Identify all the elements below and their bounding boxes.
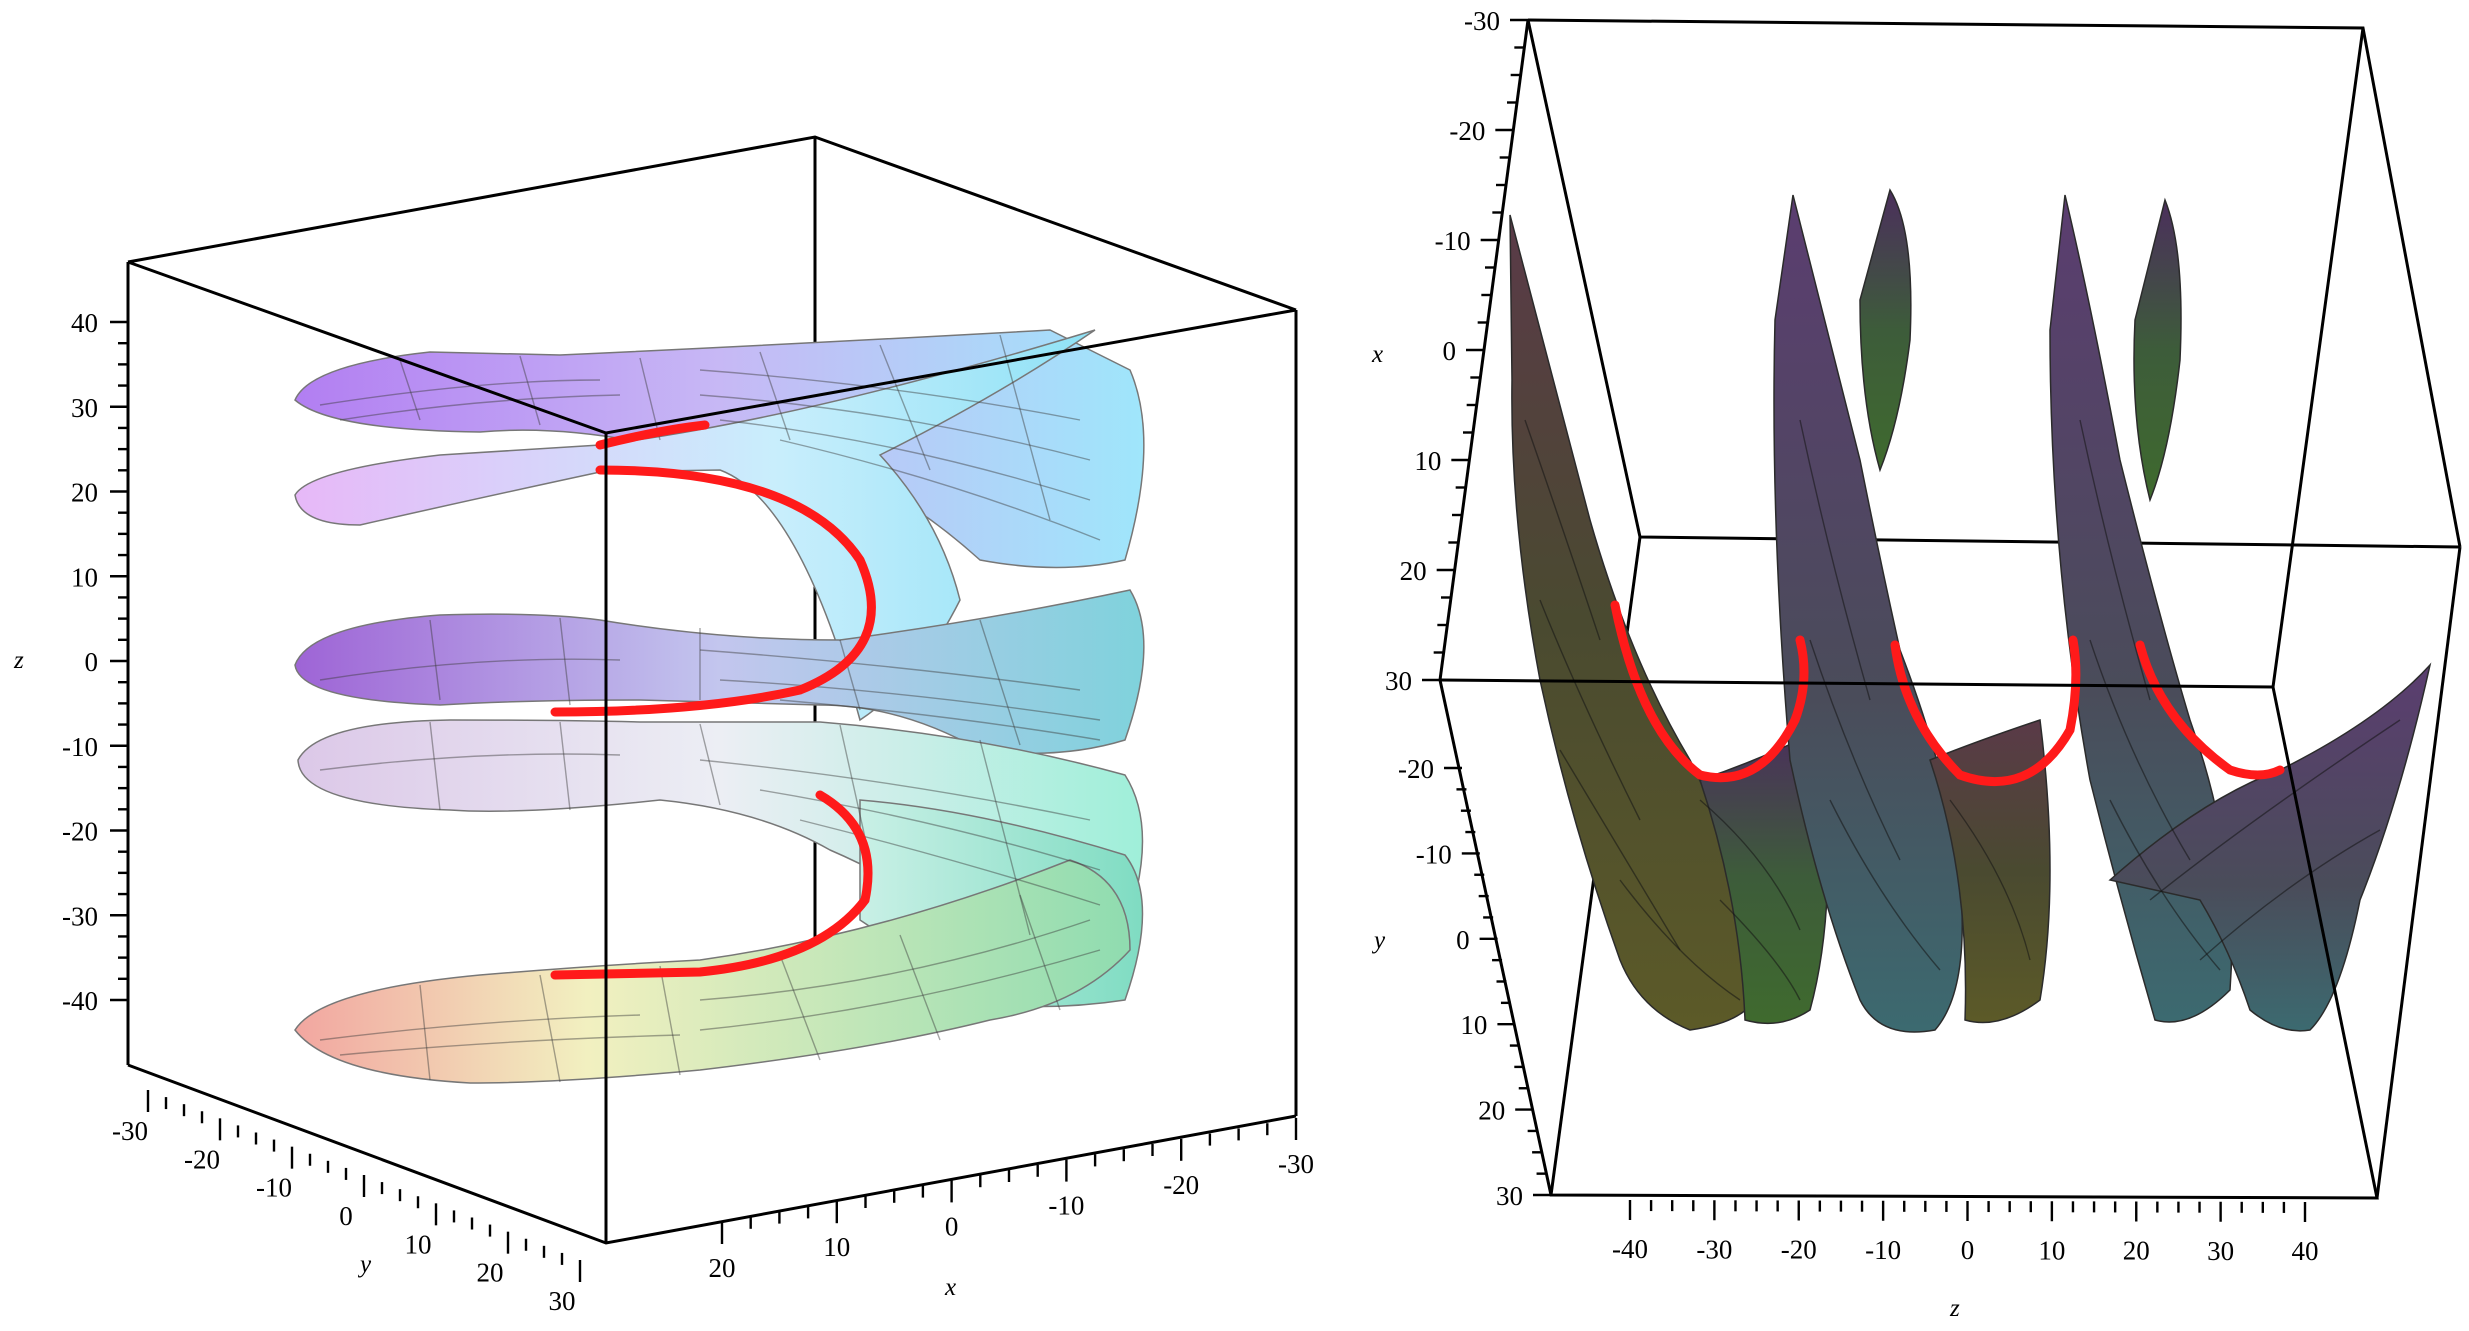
right-x-axis-tick-label: -30 — [1464, 6, 1500, 36]
surface-mesh — [319, 334, 1101, 1083]
left-z-axis-tick-label: 20 — [71, 478, 98, 508]
right-y-axis-tick-label: 20 — [1478, 1096, 1505, 1126]
left-x-axis: 20 10 0 -10 -20 -30 x — [709, 1118, 1314, 1301]
left-x-axis-tick-label: 0 — [945, 1211, 959, 1241]
left-y-axis: -30 -20 -10 0 10 20 30 y — [112, 1090, 582, 1316]
right-z-axis-tick-label: -40 — [1612, 1234, 1648, 1264]
right-z-axis-tick-label: 30 — [2207, 1236, 2234, 1266]
helix-band-middle-upper — [294, 589, 1145, 755]
left-z-axis: 40 30 20 10 0 -10 -20 -30 -40 z — [13, 308, 128, 1016]
left-z-axis-tick-label: -20 — [62, 817, 98, 847]
right-x-axis-tick-label: 30 — [1385, 666, 1412, 696]
right-z-axis-tick-label: -30 — [1696, 1234, 1732, 1264]
right-surface-mesh — [1524, 419, 2401, 1001]
left-front-frame — [126, 260, 1298, 1245]
left-y-axis-tick-label: 0 — [339, 1201, 353, 1231]
right-x-axis-tick-label: -20 — [1449, 116, 1485, 146]
surface-lobe-3 — [1773, 194, 1963, 1033]
left-y-axis-tick-label: -20 — [184, 1144, 220, 1174]
right-x-axis: -30 -20 -10 0 10 20 30 x — [1371, 6, 1528, 696]
right-z-axis-tick-label: 0 — [1961, 1235, 1975, 1265]
right-x-axis-tick-label: 20 — [1400, 556, 1427, 586]
surface-lobe-1 — [1509, 214, 1761, 1031]
left-x-axis-tick-label: 10 — [823, 1232, 850, 1262]
right-y-axis-label: y — [1371, 927, 1386, 954]
left-z-axis-tick-label: 0 — [85, 647, 99, 677]
left-x-axis-tick-label: -10 — [1048, 1191, 1084, 1221]
right-z-axis-tick-label: 40 — [2292, 1236, 2319, 1266]
right-y-axis-tick-label: -20 — [1398, 754, 1434, 784]
right-z-axis-tick-label: 20 — [2123, 1236, 2150, 1266]
right-x-axis-label: x — [1371, 341, 1383, 368]
right-y-axis-tick-label: 10 — [1460, 1010, 1487, 1040]
left-x-axis-tick-label: 20 — [709, 1253, 736, 1283]
right-z-axis-tick-label: -10 — [1865, 1235, 1901, 1265]
right-x-axis-tick-label: -10 — [1435, 226, 1471, 256]
left-x-axis-tick-label: -30 — [1278, 1149, 1314, 1179]
left-z-axis-tick-label: -30 — [62, 901, 98, 931]
right-x-axis-tick-label: 0 — [1443, 336, 1457, 366]
right-surface — [1509, 188, 2432, 1033]
left-x-axis-tick-label: -20 — [1163, 1170, 1199, 1200]
right-y-axis-tick-label: 0 — [1456, 925, 1470, 955]
surface-lobe-5 — [1929, 718, 2051, 1024]
right-red-curve — [1610, 600, 2285, 787]
left-z-axis-tick-label: -10 — [62, 732, 98, 762]
left-y-axis-tick-label: -30 — [112, 1116, 148, 1146]
right-y-axis-tick-label: 30 — [1496, 1181, 1523, 1211]
left-red-curve — [550, 420, 876, 980]
surface-lobe-4 — [1859, 188, 1912, 473]
left-z-axis-tick-label: -40 — [62, 986, 98, 1016]
right-x-axis-tick-label: 10 — [1414, 446, 1441, 476]
left-3d-plot: 40 30 20 10 0 -10 -20 -30 -40 z -30 -20 -10 0 10 20 30… — [13, 135, 1314, 1316]
left-y-axis-tick-label: -10 — [256, 1173, 292, 1203]
left-y-axis-tick-label: 20 — [477, 1258, 504, 1288]
left-z-axis-tick-label: 10 — [71, 562, 98, 592]
surface-lobe-7 — [2133, 197, 2182, 503]
right-z-axis-label: z — [1949, 1295, 1960, 1322]
right-z-axis-tick-label: 10 — [2038, 1235, 2065, 1265]
right-y-axis-tick-label: -10 — [1416, 839, 1452, 869]
right-y-axis: -20 -10 0 10 20 30 y — [1371, 754, 1551, 1211]
right-z-axis-tick-label: -20 — [1781, 1235, 1817, 1265]
helix-band-top-lower — [294, 329, 1096, 722]
left-z-axis-tick-label: 40 — [71, 308, 98, 338]
left-x-axis-label: x — [944, 1274, 956, 1301]
left-z-axis-label: z — [13, 647, 24, 674]
left-y-axis-tick-label: 10 — [405, 1229, 432, 1259]
left-y-axis-tick-label: 30 — [549, 1286, 576, 1316]
left-y-axis-label: y — [357, 1251, 372, 1278]
right-3d-plot: -30 -20 -10 0 10 20 30 x -20 -10 0 10 20 30 y -40 -3… — [1371, 6, 2462, 1322]
left-z-axis-tick-label: 30 — [71, 393, 98, 423]
right-z-axis: -40 -30 -20 -10 0 10 20 30 40 z — [1612, 1200, 2319, 1322]
